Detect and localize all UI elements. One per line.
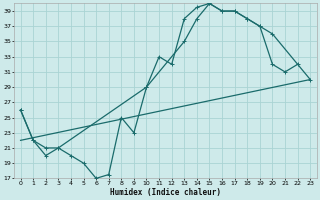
X-axis label: Humidex (Indice chaleur): Humidex (Indice chaleur) [110,188,221,197]
